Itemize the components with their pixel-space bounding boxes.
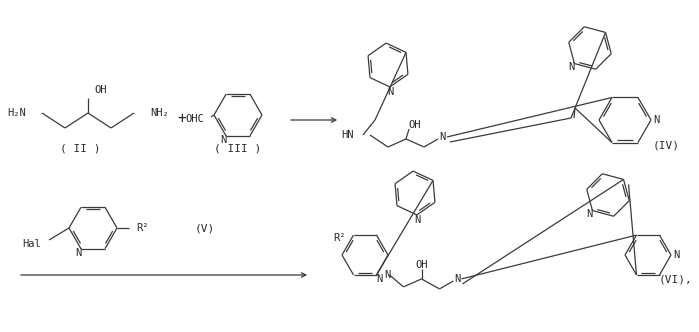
Text: R²: R² [136,223,148,233]
Text: OHC: OHC [185,114,204,124]
Text: N: N [454,274,461,284]
Text: N: N [387,87,394,97]
Text: HN: HN [342,130,354,140]
Text: N: N [384,270,391,280]
Text: ( III ): ( III ) [215,143,261,153]
Text: N: N [376,274,382,284]
Text: NH₂: NH₂ [150,108,168,118]
Text: ( II ): ( II ) [59,143,100,153]
Text: (VI),: (VI), [658,275,692,285]
Text: N: N [415,215,421,225]
Text: Hal: Hal [22,239,41,249]
Text: +: + [178,111,187,125]
Text: OH: OH [94,85,106,95]
Text: N: N [439,132,445,142]
Text: N: N [75,248,82,258]
Text: OH: OH [408,120,421,130]
Text: N: N [568,62,574,72]
Text: OH: OH [415,260,428,270]
Text: H₂N: H₂N [7,108,26,118]
Text: N: N [653,115,659,125]
Text: N: N [673,250,679,260]
Text: N: N [586,209,592,219]
Text: R²: R² [333,233,345,243]
Text: (IV): (IV) [653,140,680,150]
Text: (V): (V) [195,223,215,233]
Text: N: N [220,135,226,145]
